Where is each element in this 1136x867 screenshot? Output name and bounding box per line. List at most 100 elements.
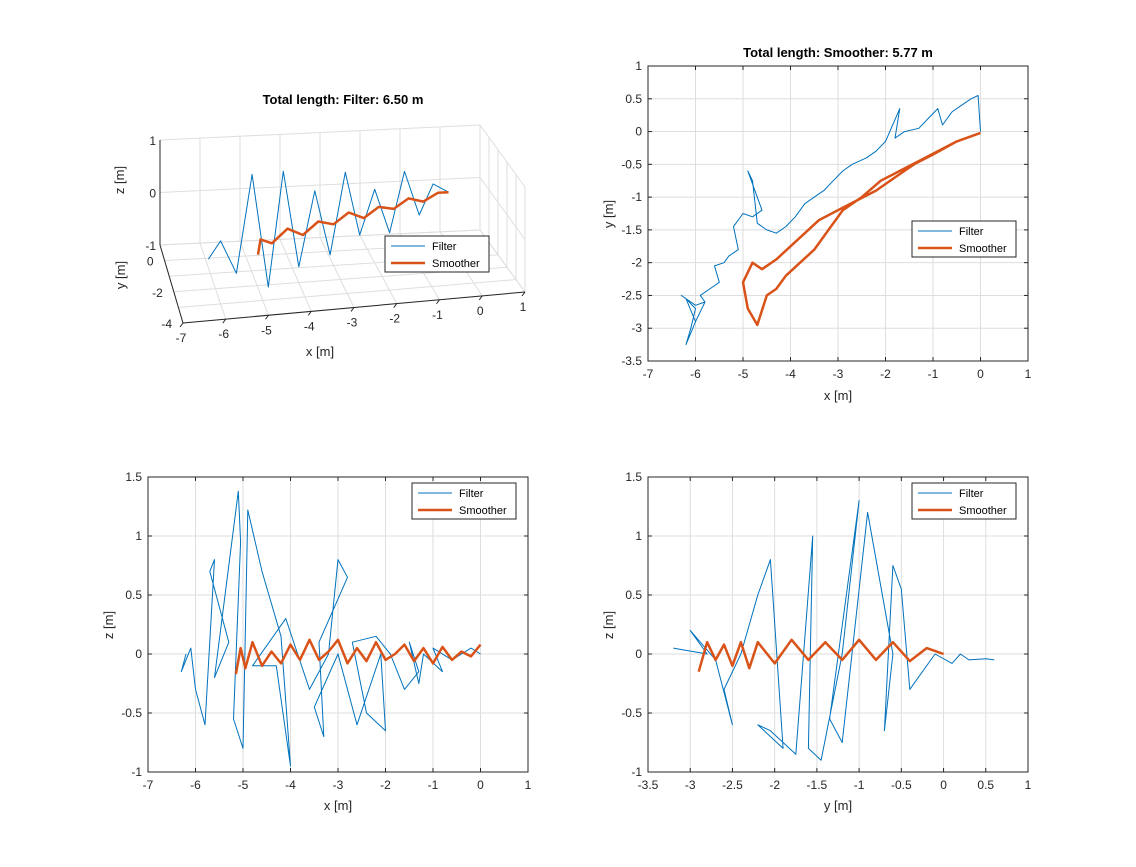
sidewall-grid-z <box>479 177 526 240</box>
p4-plot-area <box>648 477 1028 772</box>
y-tick-label: -1 <box>631 190 642 204</box>
plot3d-ylabel: y [m] <box>113 261 128 289</box>
y-axis-line <box>159 244 184 324</box>
y-tick-label: 0 <box>635 647 642 661</box>
filter-series-line <box>680 95 981 346</box>
x-tick-label: 0 <box>940 778 947 792</box>
x-tick-label: -7 <box>143 778 154 792</box>
y-tick-label: 0 <box>635 125 642 139</box>
y-tick-label: 1 <box>135 529 142 543</box>
p3-grid <box>147 476 529 773</box>
y-tick-label: -0.5 <box>621 157 642 171</box>
x-tick-label: -1 <box>428 778 439 792</box>
x-tick-label: -5 <box>261 323 272 337</box>
legend-smoother-label: Smoother <box>959 243 1007 255</box>
plot-yz-xlabel: y [m] <box>824 798 852 813</box>
plot-xy-panel: Total length: Smoother: 5.77 m x [m] y [… <box>601 45 1032 403</box>
y-tick-label: -2 <box>631 256 642 270</box>
y-tick-label: -1.5 <box>621 223 642 237</box>
legend-filter-label: Filter <box>459 488 484 500</box>
x-tick-mark <box>307 311 312 316</box>
z-tick-label: 1 <box>149 134 156 148</box>
p2-grid <box>647 65 1029 362</box>
y-tick-label: -0.5 <box>621 706 642 720</box>
x-tick-mark <box>179 322 184 328</box>
x-tick-label: 1 <box>1025 367 1032 381</box>
smoother-series-line <box>234 638 482 675</box>
legend-smoother-label: Smoother <box>432 258 480 270</box>
z-tick-label: 0 <box>149 187 156 201</box>
floor-grid-x <box>199 242 227 320</box>
legend-box <box>411 482 517 520</box>
plot-xz-panel: x [m] z [m] -7 -6 -5 -4 -3 -2 -1 0 1 -1 -0.5 0 0.5 1 1… <box>101 470 532 813</box>
legend-filter-label: Filter <box>432 241 457 253</box>
plot-xy-xlabel: x [m] <box>824 388 852 403</box>
p3-legend: Filter Smoother <box>411 482 517 520</box>
x-tick-label: -4 <box>785 367 796 381</box>
x-tick-mark <box>393 303 398 308</box>
x-tick-label: -4 <box>304 319 315 333</box>
smoother-series-line-3d <box>256 190 449 255</box>
x-tick-label: -1 <box>928 367 939 381</box>
z-tick-label: -1 <box>145 239 156 253</box>
y-tick-label: -2.5 <box>621 288 642 302</box>
x-tick-mark <box>265 314 269 320</box>
y-tick-label: 0 <box>135 647 142 661</box>
x-tick-label: -0.5 <box>891 778 912 792</box>
x-tick-label: -3.5 <box>638 778 659 792</box>
y-tick-label: 0.5 <box>625 588 642 602</box>
p4-legend: Filter Smoother <box>911 482 1017 520</box>
sidewall-grid-z <box>479 124 526 188</box>
p4-axes-box <box>647 476 1029 773</box>
p3-data <box>180 490 482 767</box>
plot-xy-ylabel: y [m] <box>601 200 616 228</box>
floor-grid-x <box>319 237 355 308</box>
y-tick-label: -4 <box>161 317 172 331</box>
y-tick-label: 1 <box>635 529 642 543</box>
y-tick-label: -3.5 <box>621 354 642 368</box>
x-tick-mark <box>222 318 227 324</box>
y-tick-label: 0 <box>147 255 154 269</box>
x-tick-label: 1 <box>1025 778 1032 792</box>
y-tick-label: -3 <box>631 321 642 335</box>
backwall-grid-z <box>159 177 481 193</box>
p4-grid <box>647 476 1029 773</box>
legend-smoother-label: Smoother <box>959 505 1007 517</box>
plot3d-zlabel: z [m] <box>112 166 127 194</box>
x-tick-mark <box>436 299 440 305</box>
x-tick-label: -3 <box>685 778 696 792</box>
plot3d-panel: Total length: Filter: 6.50 m -7 -6 -5 -4 -3 -… <box>112 92 527 359</box>
x-tick-label: -2 <box>769 778 780 792</box>
x-tick-label: -7 <box>176 331 187 345</box>
floor-grid-x <box>279 239 312 312</box>
x-tick-label: -3 <box>347 316 358 330</box>
smoother-series-line <box>697 638 945 673</box>
x-tick-label: -5 <box>238 778 249 792</box>
plot-yz-ylabel: z [m] <box>601 611 616 639</box>
y-tick-label: -2 <box>152 286 163 300</box>
p2-data <box>680 95 981 346</box>
filter-series-line <box>673 500 995 761</box>
y-tick-label: -1 <box>131 765 142 779</box>
x-tick-label: -7 <box>643 367 654 381</box>
x-tick-label: 0.5 <box>977 778 994 792</box>
x-tick-mark <box>521 291 526 297</box>
x-tick-mark <box>478 295 483 301</box>
y-tick-label: 1.5 <box>625 470 642 484</box>
y-tick-label: -0.5 <box>121 706 142 720</box>
x-tick-label: -1 <box>432 308 443 322</box>
x-tick-mark <box>350 307 355 312</box>
x-tick-label: 0 <box>977 367 984 381</box>
x-tick-label: 0 <box>477 778 484 792</box>
plot3d-title: Total length: Filter: 6.50 m <box>263 92 424 107</box>
p2-legend: Filter Smoother <box>911 220 1017 258</box>
y-tick-label: -1 <box>631 765 642 779</box>
backwall-grid-z <box>159 229 481 246</box>
x-tick-label: -5 <box>738 367 749 381</box>
x-tick-label: -6 <box>190 778 201 792</box>
x-tick-label: -1.5 <box>807 778 828 792</box>
legend-filter-label: Filter <box>959 226 984 238</box>
x-tick-label: 1 <box>525 778 532 792</box>
filter-series-line <box>180 490 481 767</box>
